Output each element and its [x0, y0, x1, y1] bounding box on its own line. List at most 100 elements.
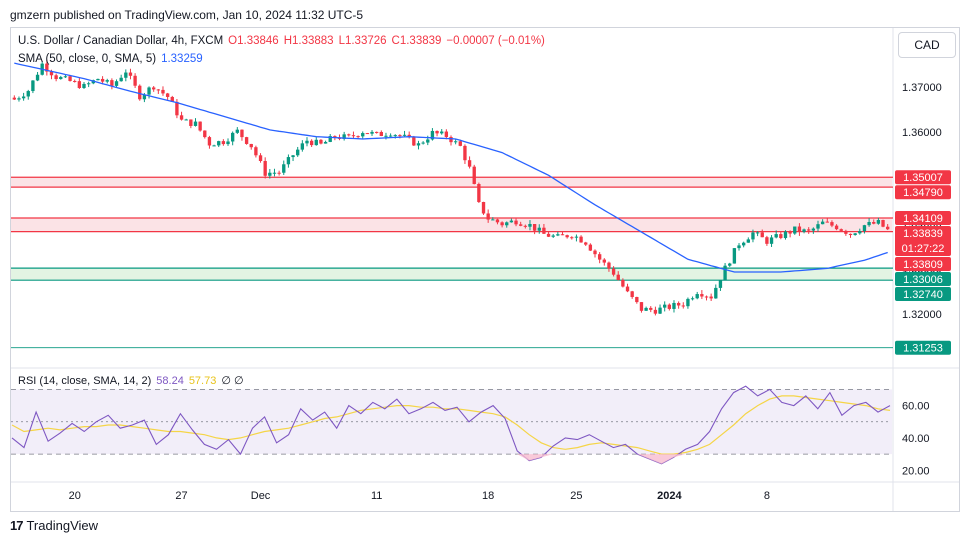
candle-body	[593, 250, 597, 255]
candle-body	[133, 75, 137, 86]
candle-body	[537, 227, 541, 231]
candle-body	[305, 140, 309, 144]
rsi-oversold-fill	[673, 454, 686, 458]
candle-body	[867, 222, 871, 226]
zone-support-2	[11, 268, 892, 281]
candle-body	[621, 280, 625, 287]
candle-body	[175, 101, 179, 116]
candle-body	[551, 235, 555, 237]
candle-body	[663, 304, 667, 308]
rsi-oversold-fill	[529, 454, 542, 461]
candle-body	[286, 157, 291, 165]
candle-body	[296, 149, 300, 156]
candle-body	[17, 98, 21, 100]
candle-body	[314, 139, 318, 146]
candle-body	[793, 226, 797, 234]
candle-body	[444, 131, 449, 137]
time-tick-label: 18	[482, 490, 494, 502]
candle-body	[430, 130, 435, 140]
candle-body	[412, 136, 416, 146]
chart-frame	[10, 27, 960, 512]
candle-body	[82, 83, 86, 88]
sma-label: SMA (50, close, 0, SMA, 5)	[18, 53, 157, 65]
candle-body	[421, 142, 425, 144]
price-tick-label: 1.37000	[902, 82, 942, 94]
candle-body	[165, 93, 170, 97]
candle-body	[230, 132, 235, 142]
candle-body	[333, 136, 337, 138]
candle-body	[811, 228, 816, 231]
price-tag-bg	[895, 272, 951, 287]
price-tag-label: 1.33006	[903, 274, 943, 286]
candle-body	[453, 141, 458, 143]
candle-body	[26, 91, 30, 97]
countdown-label: 01:27:22	[902, 243, 945, 255]
candle-body	[374, 131, 379, 133]
currency-button[interactable]: CAD	[898, 32, 956, 58]
candle-body	[546, 233, 551, 237]
candle-body	[816, 224, 820, 229]
candle-body	[486, 213, 490, 220]
candle-body	[138, 85, 142, 100]
candle-body	[416, 143, 421, 146]
candle-body	[528, 224, 532, 227]
rsi-oversold-fill	[649, 454, 662, 464]
candle-body	[876, 219, 881, 224]
candle-body	[570, 237, 574, 239]
candle-body	[170, 96, 174, 102]
candle-body	[769, 237, 774, 244]
candle-body	[505, 222, 509, 226]
zones-layer	[11, 176, 893, 349]
candle-body	[203, 130, 207, 138]
candle-body	[728, 263, 732, 266]
candle-body	[254, 147, 258, 156]
price-tag-label: 1.34109	[903, 213, 943, 225]
rsi-oversold-fill	[661, 454, 674, 464]
price-tick-label: 1.36000	[902, 127, 942, 139]
candle-body	[96, 78, 100, 81]
candle-body	[658, 307, 662, 314]
footer-brand: 17 TradingView	[10, 518, 98, 533]
candle-body	[449, 136, 453, 143]
footer-brand-label: TradingView	[26, 518, 99, 533]
candle-body	[152, 87, 156, 90]
candle-body	[244, 137, 249, 144]
sma-value: 1.33259	[161, 53, 203, 65]
time-tick-label: 2024	[657, 490, 682, 502]
zone-resistance-1	[11, 218, 892, 232]
time-tick-label: Dec	[251, 490, 271, 502]
candle-body	[240, 129, 244, 138]
candle-body	[35, 74, 40, 81]
candle-body	[639, 302, 644, 311]
candle-body	[226, 141, 230, 145]
time-tick-label: 27	[175, 490, 187, 502]
candle-body	[272, 172, 277, 174]
candle-body	[574, 236, 579, 238]
candle-body	[667, 304, 672, 309]
rsi-oversold-fill	[637, 454, 650, 459]
candle-body	[542, 227, 546, 234]
candle-body	[765, 237, 769, 244]
price-tag-label: 1.33809	[903, 259, 943, 271]
price-tag-bg	[895, 257, 951, 272]
candle-body	[114, 81, 119, 86]
candle-body	[217, 141, 221, 146]
candle-body	[263, 160, 267, 176]
rsi-oversold-fill	[541, 454, 554, 458]
candle-body	[105, 80, 109, 82]
candle-body	[100, 78, 105, 82]
rsi-extra: ∅ ∅	[221, 375, 244, 387]
candle-body	[700, 294, 704, 297]
candle-body	[179, 115, 184, 120]
price-tag-bg	[895, 211, 951, 226]
candle-body	[653, 309, 658, 314]
candle-body	[807, 229, 811, 231]
candle-body	[472, 166, 476, 185]
candle-body	[500, 222, 504, 226]
candle-body	[858, 231, 862, 234]
candle-body	[268, 172, 272, 176]
candle-body	[86, 83, 91, 85]
candle-body	[774, 234, 778, 238]
candle-body	[565, 235, 569, 238]
